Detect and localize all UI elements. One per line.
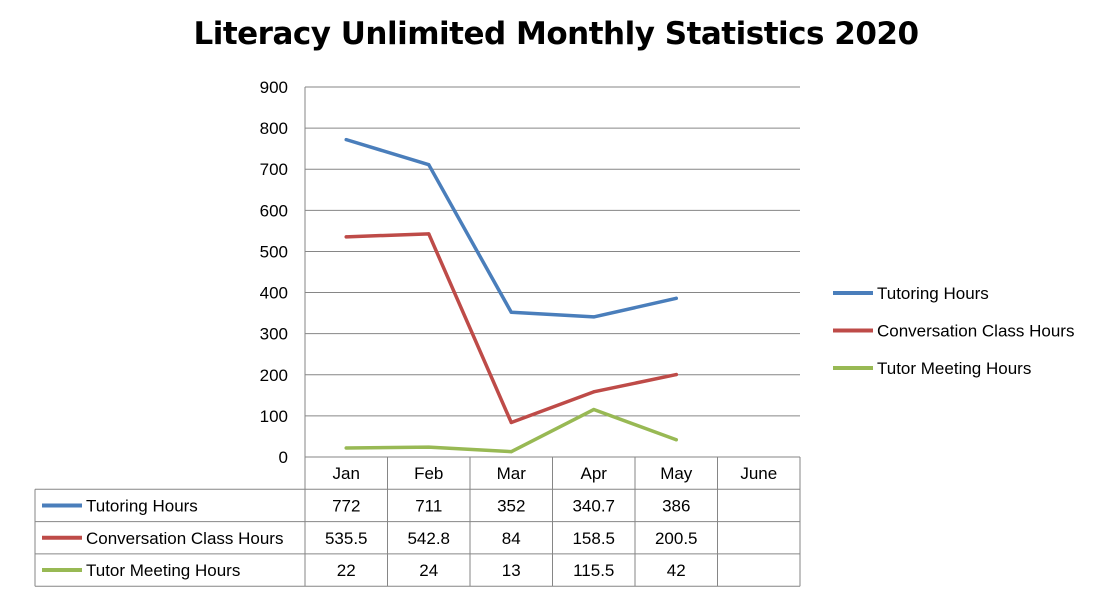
data-point <box>509 450 513 454</box>
data-point <box>674 438 678 442</box>
data-point <box>427 163 431 167</box>
table-cell-value: 711 <box>415 496 442 515</box>
chart-title: Literacy Unlimited Monthly Statistics 20… <box>193 16 919 52</box>
table-cell-value: 22 <box>337 561 356 580</box>
table-cell-value: 542.8 <box>407 529 450 548</box>
table-series-name: Conversation Class Hours <box>86 529 283 548</box>
data-point <box>344 138 348 142</box>
data-point <box>592 390 596 394</box>
x-tick-label: Apr <box>581 464 608 483</box>
table-series-name: Tutor Meeting Hours <box>86 561 240 580</box>
y-tick-label: 0 <box>279 448 288 467</box>
y-tick-label: 200 <box>260 366 288 385</box>
y-tick-label: 700 <box>260 160 288 179</box>
x-tick-label: Jan <box>333 464 360 483</box>
y-tick-label: 900 <box>260 78 288 97</box>
table-cell-value: 84 <box>502 529 521 548</box>
data-point <box>509 420 513 425</box>
table-cell-value: 13 <box>502 561 521 580</box>
data-point <box>674 296 678 300</box>
x-tick-label: Mar <box>497 464 527 483</box>
data-point <box>344 446 348 450</box>
data-point <box>344 235 348 239</box>
legend-label: Conversation Class Hours <box>877 322 1074 341</box>
table-cell-value: 386 <box>662 496 690 515</box>
table-cell-value: 535.5 <box>325 529 368 548</box>
x-tick-label: June <box>740 464 777 483</box>
table-cell-value: 772 <box>332 496 360 515</box>
series-lines <box>344 137 678 454</box>
table-cell-value: 200.5 <box>655 529 698 548</box>
x-tick-label: May <box>660 464 693 483</box>
table-cell-value: 352 <box>497 496 525 515</box>
y-tick-label: 300 <box>260 325 288 344</box>
series-line <box>344 137 678 319</box>
table-cell-value: 158.5 <box>572 529 615 548</box>
series-line <box>344 232 678 425</box>
data-point <box>427 445 431 449</box>
data-point <box>592 407 596 412</box>
y-tick-label: 800 <box>260 119 288 138</box>
data-point <box>592 315 596 319</box>
y-tick-label: 600 <box>260 201 288 220</box>
legend-label: Tutoring Hours <box>877 284 989 303</box>
legend-label: Tutor Meeting Hours <box>877 359 1031 378</box>
y-tick-label: 400 <box>260 284 288 303</box>
data-point <box>509 310 513 314</box>
table-series-name: Tutoring Hours <box>86 496 198 515</box>
data-table: Jan Feb Mar Apr May June Tutoring Hours 772 711 3… <box>34 457 801 587</box>
y-tick-label: 100 <box>260 407 288 426</box>
table-cell-value: 115.5 <box>573 561 614 580</box>
gridlines: 0 100 200 300 400 500 600 700 800 900 <box>260 78 800 467</box>
data-point <box>427 232 431 236</box>
table-cell-value: 340.7 <box>572 496 615 515</box>
legend: Tutoring Hours Conversation Class Hours Tu… <box>833 284 1074 378</box>
table-cell-value: 42 <box>667 561 686 580</box>
x-tick-label: Feb <box>414 464 443 483</box>
data-point <box>674 372 678 377</box>
y-tick-label: 500 <box>260 242 288 261</box>
table-cell-value: 24 <box>419 561 438 580</box>
